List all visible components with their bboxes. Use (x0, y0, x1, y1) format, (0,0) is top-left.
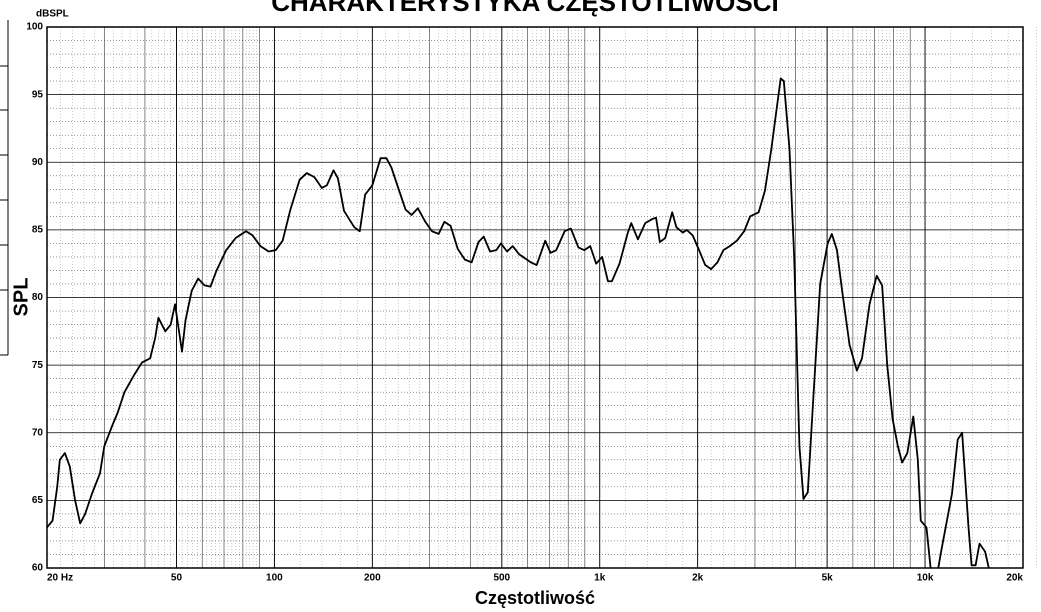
x-tick-label: 2k (692, 573, 704, 584)
y-tick-label: 60 (32, 563, 44, 574)
chart-title: CHARAKTERYSTYKA CZĘSTOTLIWOŚCI (271, 0, 778, 17)
y-tick-label: 70 (32, 427, 44, 438)
x-tick-label: 500 (493, 573, 510, 584)
x-tick-label: 200 (364, 573, 381, 584)
x-axis-title: Częstotliwość (475, 588, 595, 608)
x-tick-label: 10k (917, 573, 934, 584)
y-unit: dBSPL (36, 9, 69, 20)
grid (46, 26, 1037, 569)
x-tick-label: 1k (594, 573, 606, 584)
y-tick-label: 100 (26, 22, 43, 33)
left-scale-fragment (0, 20, 9, 356)
response-line (47, 77, 990, 568)
y-tick-label: 75 (32, 360, 44, 371)
x-tick-label: 5k (822, 573, 834, 584)
y-axis-title: SPL (10, 278, 32, 317)
x-tick-label: 100 (266, 573, 283, 584)
x-tick-label: 20k (1006, 573, 1023, 584)
x-tick-label: 50 (171, 573, 183, 584)
y-tick-label: 95 (32, 89, 44, 100)
y-tick-label: 80 (32, 292, 44, 303)
y-tick-label: 90 (32, 157, 44, 168)
plot-frame (46, 26, 1024, 569)
y-tick-label: 85 (32, 225, 44, 236)
x-tick-label: 20 Hz (47, 573, 73, 584)
y-tick-label: 65 (32, 495, 44, 506)
